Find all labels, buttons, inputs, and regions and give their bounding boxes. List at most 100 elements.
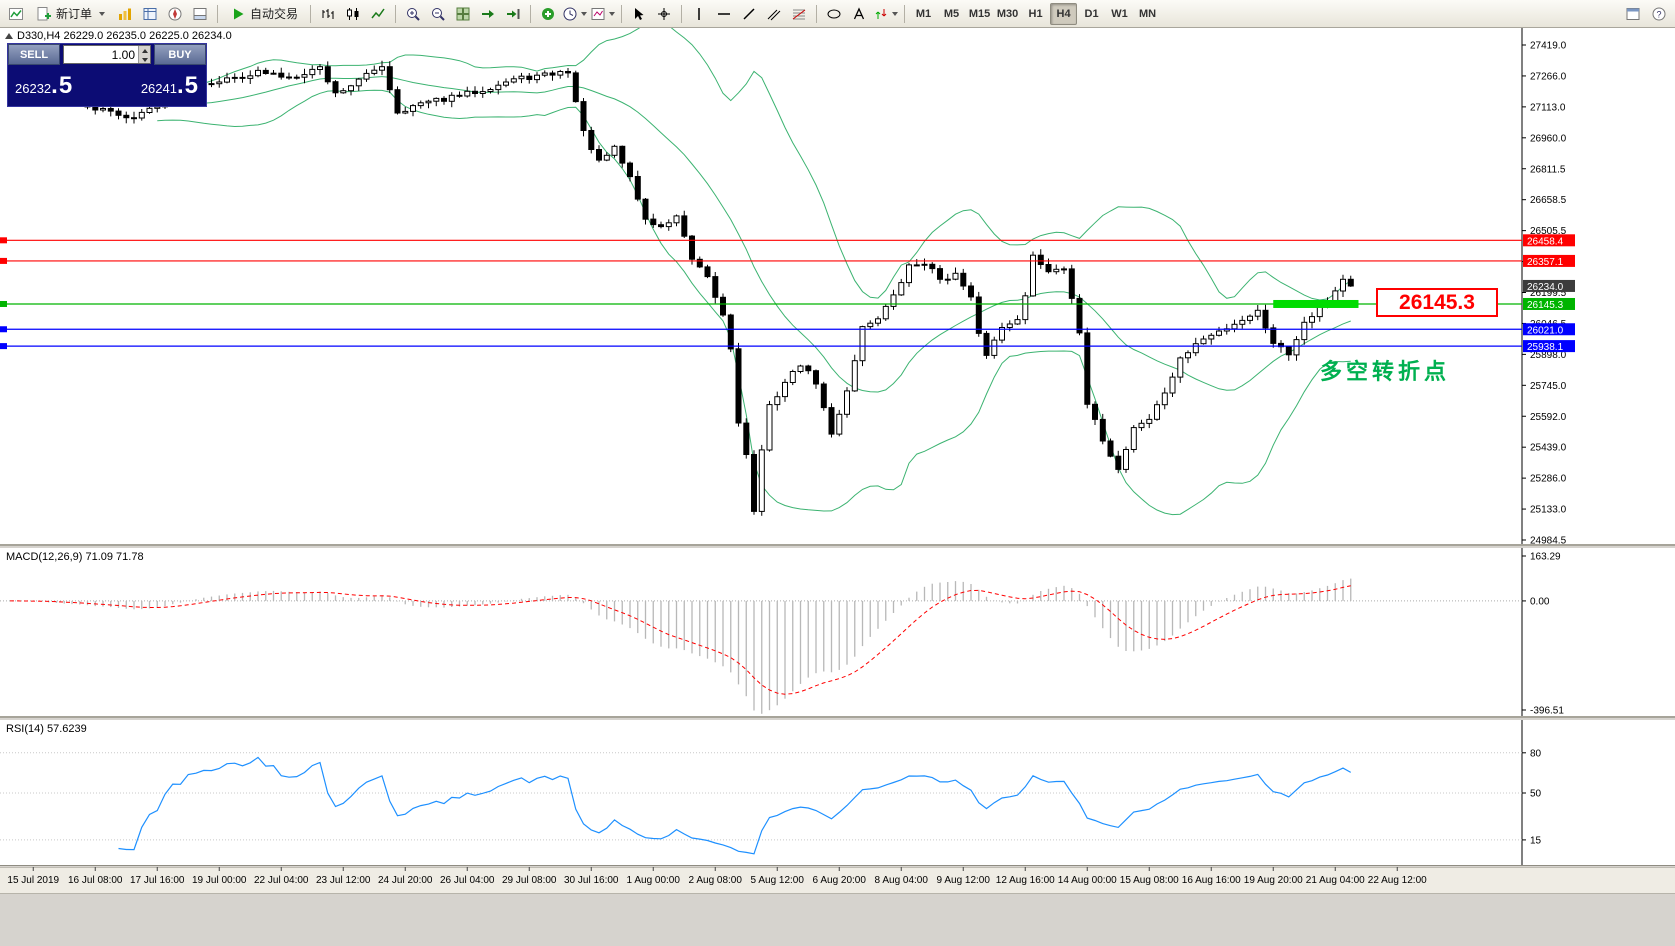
arrow-objects-icon[interactable]: [872, 3, 899, 25]
svg-text:25592.0: 25592.0: [1530, 412, 1567, 423]
chart-shift-icon[interactable]: [501, 3, 525, 25]
svg-text:25745.0: 25745.0: [1530, 381, 1567, 392]
timeframe-d1-button[interactable]: D1: [1078, 3, 1105, 25]
svg-text:8 Aug 04:00: 8 Aug 04:00: [875, 875, 929, 886]
horizontal-line-icon[interactable]: [712, 3, 736, 25]
svg-text:21 Aug 04:00: 21 Aug 04:00: [1306, 875, 1365, 886]
svg-text:25898.0: 25898.0: [1530, 350, 1567, 361]
shapes-icon[interactable]: [822, 3, 846, 25]
svg-text:80: 80: [1530, 748, 1542, 759]
fibonacci-icon[interactable]: [787, 3, 811, 25]
svg-text:26960.0: 26960.0: [1530, 133, 1567, 144]
svg-text:19 Aug 20:00: 19 Aug 20:00: [1244, 875, 1303, 886]
buy-price[interactable]: 26241.5: [140, 71, 199, 99]
navigator-icon[interactable]: [163, 3, 187, 25]
svg-text:50: 50: [1530, 789, 1542, 800]
timeframe-h1-button[interactable]: H1: [1022, 3, 1049, 25]
macd-panel[interactable]: 163.29 0.00 -396.51 MACD(12,26,9) 71.09 71…: [0, 548, 1675, 718]
toolbar-separator: [530, 4, 532, 23]
svg-text:23 Jul 12:00: 23 Jul 12:00: [316, 875, 371, 886]
auto-trading-button[interactable]: 自动交易: [223, 3, 305, 25]
timeframe-m1-button[interactable]: M1: [910, 3, 937, 25]
svg-text:9 Aug 12:00: 9 Aug 12:00: [937, 875, 991, 886]
svg-text:22 Aug 12:00: 22 Aug 12:00: [1368, 875, 1427, 886]
timeframe-w1-button[interactable]: W1: [1106, 3, 1133, 25]
profiles-icon[interactable]: [113, 3, 137, 25]
volume-value: 1.00: [111, 47, 135, 62]
chart-annotation: 多空转折点: [1320, 359, 1451, 384]
periods-icon[interactable]: [561, 3, 588, 25]
volume-spinner[interactable]: [138, 46, 150, 63]
svg-text:15 Jul 2019: 15 Jul 2019: [7, 875, 59, 886]
fullscreen-icon[interactable]: [1621, 3, 1645, 25]
help-icon[interactable]: ?: [1647, 3, 1671, 25]
crosshair-icon[interactable]: [652, 3, 676, 25]
sell-button[interactable]: SELL: [8, 44, 60, 65]
one-click-trading-panel: SELL 1.00 BUY 26232.5 26241.5: [7, 43, 207, 107]
chevron-down-icon: [892, 11, 899, 16]
svg-text:24984.5: 24984.5: [1530, 536, 1567, 547]
rsi-panel[interactable]: 80 50 15 RSI(14) 57.6239: [0, 720, 1675, 866]
svg-text:25286.0: 25286.0: [1530, 474, 1567, 485]
rsi-canvas[interactable]: 80 50 15: [0, 720, 1675, 866]
price-callout-label: 26145.3: [1376, 288, 1498, 317]
svg-text:14 Aug 00:00: 14 Aug 00:00: [1058, 875, 1117, 886]
svg-text:24 Jul 20:00: 24 Jul 20:00: [378, 875, 433, 886]
terminal-icon[interactable]: [188, 3, 212, 25]
price-chart-panel[interactable]: 27419.0 27266.0 27113.0 26960.0 26811.5 26658…: [0, 28, 1675, 546]
zoom-out-icon[interactable]: [426, 3, 450, 25]
channel-icon[interactable]: [762, 3, 786, 25]
timeframe-m30-button[interactable]: M30: [994, 3, 1021, 25]
spinner-up-icon[interactable]: [139, 46, 150, 55]
svg-text:-396.51: -396.51: [1530, 706, 1564, 717]
svg-text:25938.1: 25938.1: [1527, 342, 1564, 353]
svg-text:30 Jul 16:00: 30 Jul 16:00: [564, 875, 619, 886]
macd-canvas[interactable]: 163.29 0.00 -396.51: [0, 548, 1675, 718]
toolbar-separator: [904, 4, 906, 23]
market-watch-icon[interactable]: [138, 3, 162, 25]
trendline-icon[interactable]: [737, 3, 761, 25]
timeframe-mn-button[interactable]: MN: [1134, 3, 1161, 25]
tile-windows-icon[interactable]: [451, 3, 475, 25]
cursor-icon[interactable]: [627, 3, 651, 25]
svg-text:25439.0: 25439.0: [1530, 443, 1567, 454]
buy-button[interactable]: BUY: [154, 44, 206, 65]
new-order-button[interactable]: 新订单: [29, 3, 112, 25]
svg-text:2 Aug 08:00: 2 Aug 08:00: [689, 875, 743, 886]
toolbar-separator: [681, 4, 683, 23]
svg-text:17 Jul 16:00: 17 Jul 16:00: [130, 875, 185, 886]
line-chart-icon[interactable]: [366, 3, 390, 25]
spinner-down-icon[interactable]: [139, 54, 150, 63]
templates-icon[interactable]: [589, 3, 616, 25]
zoom-in-icon[interactable]: [401, 3, 425, 25]
sell-price[interactable]: 26232.5: [15, 71, 74, 99]
timeframe-m15-button[interactable]: M15: [966, 3, 993, 25]
window-background: [0, 893, 1675, 946]
time-axis[interactable]: 15 Jul 2019 16 Jul 08:00 17 Jul 16:00 19 Ju…: [0, 867, 1675, 893]
svg-text:163.29: 163.29: [1530, 552, 1561, 563]
collapse-panel-icon[interactable]: [5, 33, 13, 39]
auto-scroll-icon[interactable]: [476, 3, 500, 25]
chevron-down-icon: [99, 11, 106, 16]
toolbar-separator: [217, 4, 219, 23]
candlestick-chart-icon[interactable]: [341, 3, 365, 25]
symbol-ohlc-text: D330,H4 26229.0 26235.0 26225.0 26234.0: [17, 30, 232, 42]
timeframe-h4-button[interactable]: H4: [1050, 2, 1078, 25]
volume-input[interactable]: 1.00: [63, 45, 151, 64]
chevron-down-icon: [581, 11, 588, 16]
svg-text:16 Aug 16:00: 16 Aug 16:00: [1182, 875, 1241, 886]
auto-trading-label: 自动交易: [250, 7, 299, 21]
indicators-icon[interactable]: [536, 3, 560, 25]
timeframe-m5-button[interactable]: M5: [938, 3, 965, 25]
text-label-icon[interactable]: [847, 3, 871, 25]
svg-text:22 Jul 04:00: 22 Jul 04:00: [254, 875, 309, 886]
new-chart-icon[interactable]: [4, 3, 28, 25]
svg-text:0.00: 0.00: [1530, 596, 1550, 607]
svg-text:26 Jul 04:00: 26 Jul 04:00: [440, 875, 495, 886]
toolbar-separator: [310, 4, 312, 23]
vertical-line-icon[interactable]: [687, 3, 711, 25]
bar-chart-icon[interactable]: [316, 3, 340, 25]
svg-text:29 Jul 08:00: 29 Jul 08:00: [502, 875, 557, 886]
price-chart-canvas[interactable]: 27419.0 27266.0 27113.0 26960.0 26811.5 26658…: [0, 28, 1675, 546]
